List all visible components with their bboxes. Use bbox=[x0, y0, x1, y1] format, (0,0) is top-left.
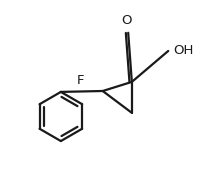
Text: OH: OH bbox=[173, 44, 193, 58]
Text: O: O bbox=[121, 14, 132, 27]
Text: F: F bbox=[77, 74, 85, 87]
